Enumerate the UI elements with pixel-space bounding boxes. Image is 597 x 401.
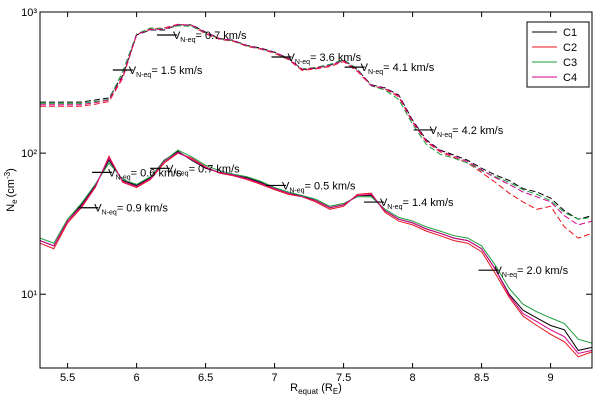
annotation-part: V bbox=[430, 125, 438, 137]
annotation: VN-eq= 0.6 km/s bbox=[108, 167, 182, 181]
annotation-sub: N-eq bbox=[136, 72, 151, 79]
y-label-part: N bbox=[5, 204, 17, 212]
legend-box bbox=[526, 21, 590, 88]
annotation: VN-eq= 4.2 km/s bbox=[430, 125, 504, 139]
annotation-sub: N-eq bbox=[102, 210, 117, 217]
legend-label: C3 bbox=[563, 57, 577, 69]
line bbox=[40, 152, 592, 358]
annotation-part: = 1.4 km/s bbox=[402, 197, 454, 209]
line-dashed bbox=[40, 25, 592, 220]
annotation-part: V bbox=[108, 167, 116, 179]
annotation-sub: N-eq bbox=[437, 132, 452, 139]
annotation-part: V bbox=[361, 62, 369, 74]
annotation: VN-eq= 0.9 km/s bbox=[94, 203, 168, 217]
x-tick-label: 8 bbox=[410, 372, 416, 384]
x-tick-label: 7 bbox=[272, 372, 278, 384]
annotation-sub: N-eq bbox=[387, 204, 402, 211]
annotation: VN-eq= 0.5 km/s bbox=[282, 180, 356, 194]
annotation-part: V bbox=[282, 180, 290, 192]
annotation-part: V bbox=[495, 265, 503, 277]
line-dashed bbox=[40, 23, 592, 239]
y-tick-label: 10² bbox=[21, 148, 37, 160]
x-label-part: (R bbox=[318, 382, 333, 394]
x-tick-label: 6.5 bbox=[198, 372, 213, 384]
annotation-part: V bbox=[166, 163, 174, 175]
annotation-part: = 4.1 km/s bbox=[383, 62, 435, 74]
line bbox=[40, 151, 592, 355]
annotation-part: = 2.0 km/s bbox=[517, 265, 569, 277]
annotation-part: V bbox=[94, 203, 102, 215]
y-label-sup: -3 bbox=[3, 171, 12, 179]
y-tick-label: 10¹ bbox=[21, 289, 37, 301]
x-label-part: ) bbox=[338, 382, 342, 394]
annotation: VN-eq= 2.0 km/s bbox=[495, 265, 569, 279]
y-axis-label: Ne (cm-3) bbox=[3, 168, 19, 212]
annotation-sub: N-eq bbox=[368, 69, 383, 76]
line-dashed bbox=[40, 23, 592, 226]
y-label-sub: e bbox=[10, 199, 19, 204]
annotation: VN-eq= 3.6 km/s bbox=[288, 52, 362, 66]
annotation-sub: N-eq bbox=[115, 174, 130, 181]
x-label-sub: E bbox=[333, 387, 338, 396]
annotation-part: = 0.7 km/s bbox=[189, 163, 241, 175]
annotation-part: = 0.6 km/s bbox=[131, 167, 183, 179]
legend-label: C1 bbox=[563, 27, 577, 39]
legend-label: C2 bbox=[563, 42, 577, 54]
annotation-sub: N-eq bbox=[295, 59, 310, 66]
x-tick-label: 9 bbox=[548, 372, 554, 384]
annotation-sub: N-eq bbox=[173, 170, 188, 177]
x-tick-label: 6 bbox=[134, 372, 140, 384]
annotation: VN-eq= 4.1 km/s bbox=[361, 62, 435, 76]
annotation-sub: N-eq bbox=[502, 272, 517, 279]
x-axis-label: Requat (RE) bbox=[290, 382, 342, 396]
x-tick-label: 7.5 bbox=[336, 372, 351, 384]
legend-label: C4 bbox=[563, 72, 577, 84]
x-tick-label: 8.5 bbox=[474, 372, 489, 384]
annotation-part: = 0.9 km/s bbox=[117, 203, 169, 215]
annotation: VN-eq= 0.7 km/s bbox=[166, 163, 240, 177]
x-label-part: R bbox=[290, 382, 298, 394]
annotation-part: V bbox=[380, 197, 388, 209]
x-tick-label: 5.5 bbox=[60, 372, 75, 384]
line-dashed bbox=[40, 24, 592, 220]
y-tick-label: 10³ bbox=[21, 7, 37, 19]
y-label-part: (cm bbox=[5, 179, 17, 197]
annotation-part: = 0.5 km/s bbox=[305, 180, 357, 192]
annotation-part: V bbox=[288, 52, 296, 64]
annotation-part: V bbox=[173, 30, 181, 42]
plot-area bbox=[40, 23, 592, 358]
y-label-part: ) bbox=[5, 168, 17, 172]
annotation-part: V bbox=[129, 65, 137, 77]
x-label-sub: equat bbox=[298, 387, 319, 396]
annotation-part: = 4.2 km/s bbox=[452, 125, 504, 137]
annotation: VN-eq= 0.7 km/s bbox=[173, 30, 247, 44]
annotation-part: = 3.6 km/s bbox=[310, 52, 362, 64]
annotation-part: = 0.7 km/s bbox=[195, 30, 247, 42]
line bbox=[40, 149, 592, 344]
annotation-part: = 1.5 km/s bbox=[151, 65, 203, 77]
annotation: VN-eq= 1.5 km/s bbox=[129, 65, 203, 79]
annotation: VN-eq= 1.4 km/s bbox=[380, 197, 454, 211]
annotation-sub: N-eq bbox=[180, 37, 195, 44]
annotation-sub: N-eq bbox=[289, 187, 304, 194]
axes-frame bbox=[39, 11, 593, 369]
